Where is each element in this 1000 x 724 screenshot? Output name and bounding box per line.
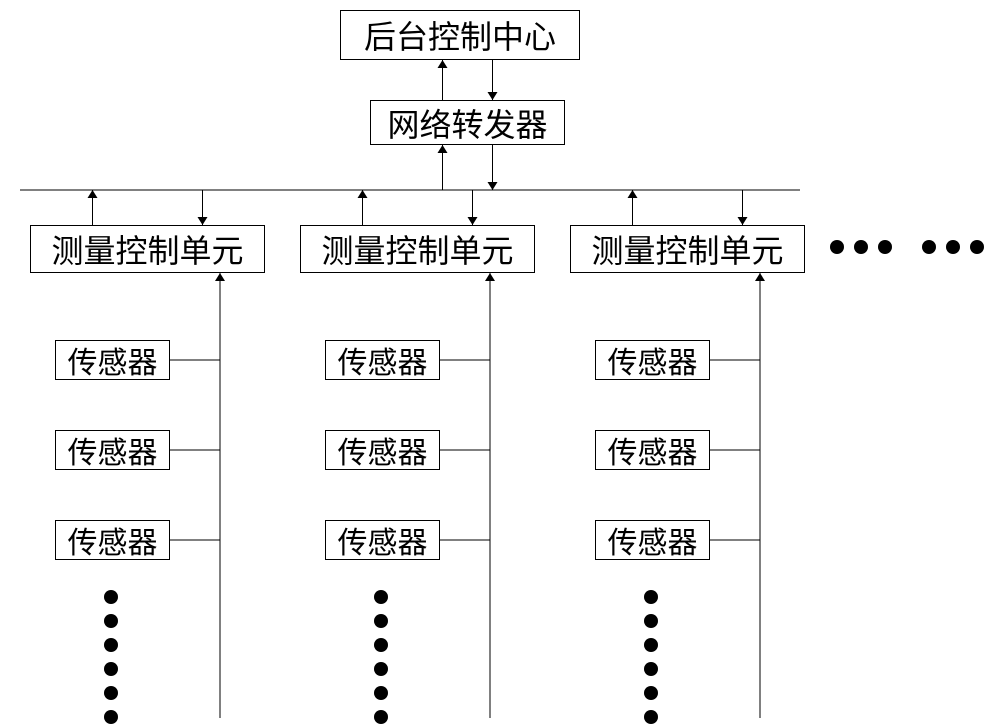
network-repeater-node: 网络转发器 (370, 100, 565, 145)
more-sensors-ellipsis-1 (374, 590, 388, 724)
sensor-node-1-1: 传感器 (325, 430, 440, 470)
sensor-node-1-2: 传感器 (325, 520, 440, 560)
sensor-node-2-1: 传感器 (595, 430, 710, 470)
mcu-node-1: 测量控制单元 (300, 225, 535, 273)
more-sensors-ellipsis-0 (104, 590, 118, 724)
sensor-node-0-1: 传感器 (55, 430, 170, 470)
diagram-canvas: 后台控制中心网络转发器测量控制单元传感器传感器传感器测量控制单元传感器传感器传感… (0, 0, 1000, 718)
mcu-node-0: 测量控制单元 (30, 225, 265, 273)
sensor-node-1-0: 传感器 (325, 340, 440, 380)
more-sensors-ellipsis-2 (644, 590, 658, 724)
control-center-node: 后台控制中心 (340, 10, 580, 60)
sensor-node-0-2: 传感器 (55, 520, 170, 560)
sensor-node-2-0: 传感器 (595, 340, 710, 380)
more-mcu-ellipsis (830, 240, 984, 254)
sensor-node-0-0: 传感器 (55, 340, 170, 380)
mcu-node-2: 测量控制单元 (570, 225, 805, 273)
sensor-node-2-2: 传感器 (595, 520, 710, 560)
